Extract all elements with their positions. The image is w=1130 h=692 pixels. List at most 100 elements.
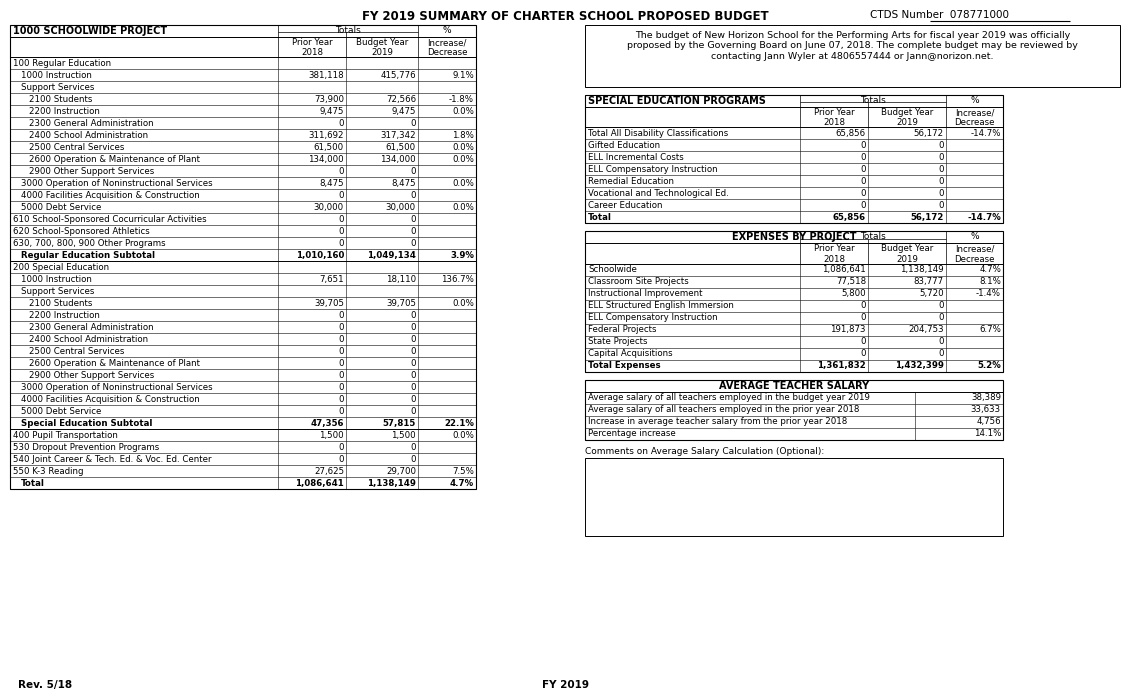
Text: 39,705: 39,705 (386, 299, 416, 308)
Text: 2200 Instruction: 2200 Instruction (29, 311, 99, 320)
Text: 2600 Operation & Maintenance of Plant: 2600 Operation & Maintenance of Plant (29, 359, 200, 368)
Text: 6.7%: 6.7% (979, 325, 1001, 334)
Text: 0.0%: 0.0% (452, 299, 473, 308)
Text: 200 Special Education: 200 Special Education (14, 263, 110, 272)
Text: 1,500: 1,500 (391, 431, 416, 440)
Text: Prior Year
2018: Prior Year 2018 (814, 244, 854, 264)
Text: 630, 700, 800, 900 Other Programs: 630, 700, 800, 900 Other Programs (14, 239, 166, 248)
Text: 4,756: 4,756 (976, 417, 1001, 426)
Text: Vocational and Technological Ed.: Vocational and Technological Ed. (588, 189, 729, 198)
Text: 0: 0 (410, 347, 416, 356)
Text: 5,720: 5,720 (920, 289, 944, 298)
Text: Support Services: Support Services (21, 287, 95, 296)
Text: 0: 0 (410, 395, 416, 404)
Text: FY 2019: FY 2019 (541, 680, 589, 690)
Text: AVERAGE TEACHER SALARY: AVERAGE TEACHER SALARY (719, 381, 869, 391)
Text: 0.0%: 0.0% (452, 179, 473, 188)
Text: 0.0%: 0.0% (452, 203, 473, 212)
Text: FY 2019 SUMMARY OF CHARTER SCHOOL PROPOSED BUDGET: FY 2019 SUMMARY OF CHARTER SCHOOL PROPOS… (362, 10, 768, 23)
Text: 1.8%: 1.8% (452, 131, 473, 140)
Text: 1,049,134: 1,049,134 (367, 251, 416, 260)
Text: 30,000: 30,000 (314, 203, 344, 212)
Text: 0: 0 (339, 371, 344, 380)
Text: 0: 0 (939, 301, 944, 310)
Text: 2300 General Administration: 2300 General Administration (29, 323, 154, 332)
Text: 0: 0 (410, 443, 416, 452)
Text: 0: 0 (410, 215, 416, 224)
Text: 134,000: 134,000 (381, 155, 416, 164)
Text: 191,873: 191,873 (831, 325, 866, 334)
Text: 0.0%: 0.0% (452, 143, 473, 152)
Text: Totals: Totals (336, 26, 360, 35)
Text: 0: 0 (339, 239, 344, 248)
Text: ELL Structured English Immersion: ELL Structured English Immersion (588, 301, 733, 310)
Text: Classroom Site Projects: Classroom Site Projects (588, 277, 689, 286)
Text: 2900 Other Support Services: 2900 Other Support Services (29, 371, 155, 380)
Text: The budget of New Horizon School for the Performing Arts for fiscal year 2019 wa: The budget of New Horizon School for the… (627, 31, 1078, 61)
Text: 33,633: 33,633 (971, 406, 1001, 415)
Text: 2500 Central Services: 2500 Central Services (29, 347, 124, 356)
Text: 0: 0 (410, 227, 416, 236)
Text: 136.7%: 136.7% (441, 275, 473, 284)
Text: 0: 0 (339, 191, 344, 200)
Text: 2500 Central Services: 2500 Central Services (29, 143, 124, 152)
Text: 73,900: 73,900 (314, 95, 344, 104)
Text: 0.0%: 0.0% (452, 431, 473, 440)
Text: 0: 0 (939, 177, 944, 186)
Text: 7,651: 7,651 (320, 275, 344, 284)
Text: 30,000: 30,000 (385, 203, 416, 212)
Bar (585, 25, 1120, 87)
Text: 400 Pupil Transportation: 400 Pupil Transportation (14, 431, 118, 440)
Bar (585, 380, 1003, 440)
Text: 27,625: 27,625 (314, 467, 344, 476)
Text: 0: 0 (410, 323, 416, 332)
Text: 1,138,149: 1,138,149 (901, 265, 944, 274)
Text: 56,172: 56,172 (911, 213, 944, 222)
Text: Increase in average teacher salary from the prior year 2018: Increase in average teacher salary from … (588, 417, 848, 426)
Text: Increase/
Decrease: Increase/ Decrease (954, 108, 994, 127)
Text: SPECIAL EDUCATION PROGRAMS: SPECIAL EDUCATION PROGRAMS (588, 96, 766, 106)
Text: %: % (443, 26, 451, 35)
Text: 2400 School Administration: 2400 School Administration (29, 131, 148, 140)
Text: ELL Incremental Costs: ELL Incremental Costs (588, 153, 684, 162)
Text: Career Education: Career Education (588, 201, 662, 210)
Text: 0: 0 (410, 359, 416, 368)
Text: 7.5%: 7.5% (452, 467, 473, 476)
Text: 100 Regular Education: 100 Regular Education (14, 59, 111, 68)
Text: 0: 0 (410, 191, 416, 200)
Text: 4.7%: 4.7% (450, 479, 473, 488)
Text: 61,500: 61,500 (314, 143, 344, 152)
Text: Total All Disability Classifications: Total All Disability Classifications (588, 129, 728, 138)
Text: 1000 SCHOOLWIDE PROJECT: 1000 SCHOOLWIDE PROJECT (14, 26, 167, 36)
Text: 1,500: 1,500 (320, 431, 344, 440)
Text: 0: 0 (861, 201, 866, 210)
Text: 0: 0 (939, 313, 944, 322)
Text: 1,086,641: 1,086,641 (823, 265, 866, 274)
Text: 38,389: 38,389 (971, 393, 1001, 402)
Text: 9,475: 9,475 (391, 107, 416, 116)
Text: 0: 0 (939, 189, 944, 198)
Text: EXPENSES BY PROJECT: EXPENSES BY PROJECT (732, 233, 857, 242)
Text: 530 Dropout Prevention Programs: 530 Dropout Prevention Programs (14, 443, 159, 452)
Text: 0: 0 (410, 239, 416, 248)
Text: Total: Total (588, 213, 611, 222)
Text: 0: 0 (939, 201, 944, 210)
Bar (585, 458, 1003, 536)
Text: Prior Year
2018: Prior Year 2018 (814, 108, 854, 127)
Text: 0: 0 (339, 395, 344, 404)
Text: 0.0%: 0.0% (452, 107, 473, 116)
Text: Comments on Average Salary Calculation (Optional):: Comments on Average Salary Calculation (… (585, 447, 824, 456)
Text: 22.1%: 22.1% (444, 419, 473, 428)
Text: 2300 General Administration: 2300 General Administration (29, 119, 154, 128)
Text: 0: 0 (410, 407, 416, 416)
Text: 5,800: 5,800 (842, 289, 866, 298)
Text: CTDS Number  078771000: CTDS Number 078771000 (870, 10, 1009, 20)
Text: ELL Compensatory Instruction: ELL Compensatory Instruction (588, 165, 718, 174)
Text: Gifted Education: Gifted Education (588, 141, 660, 150)
Bar (585, 231, 1003, 372)
Text: 134,000: 134,000 (308, 155, 344, 164)
Text: 1,086,641: 1,086,641 (295, 479, 344, 488)
Text: 3000 Operation of Noninstructional Services: 3000 Operation of Noninstructional Servi… (21, 383, 212, 392)
Text: 72,566: 72,566 (385, 95, 416, 104)
Text: ELL Compensatory Instruction: ELL Compensatory Instruction (588, 313, 718, 322)
